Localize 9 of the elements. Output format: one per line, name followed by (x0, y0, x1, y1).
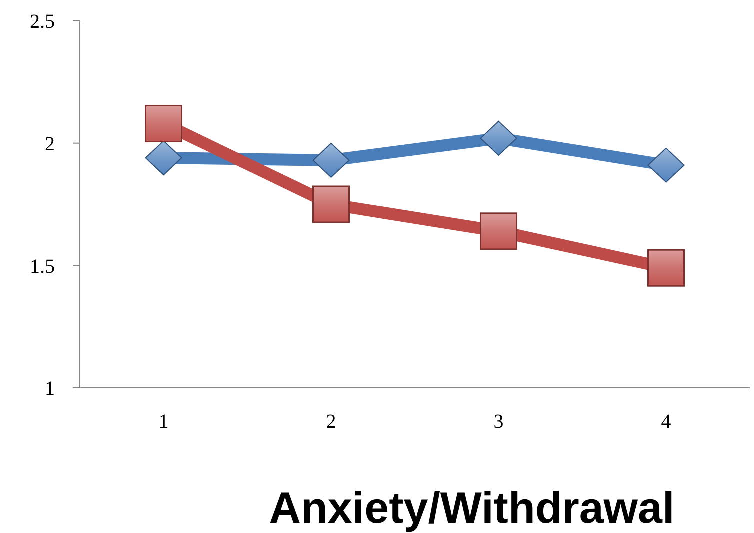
y-tick-label: 1 (45, 378, 55, 400)
x-axis-title: Anxiety/Withdrawal (269, 484, 675, 533)
y-tick-label: 2.5 (30, 11, 55, 34)
y-tick-label: 1.5 (30, 256, 55, 278)
y-tick-label: 2 (45, 133, 55, 156)
x-tick-label: 2 (326, 411, 336, 434)
x-tick-label: 3 (494, 411, 504, 434)
x-tick-label: 1 (158, 411, 169, 434)
x-tick-label: 4 (661, 411, 672, 434)
